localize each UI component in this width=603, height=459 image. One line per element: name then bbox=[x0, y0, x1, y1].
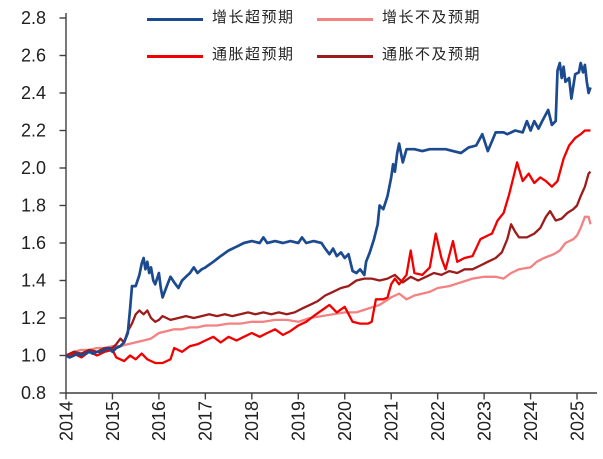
legend-line-icon bbox=[147, 55, 203, 58]
axis-lines bbox=[65, 13, 597, 394]
x-tick-label: 2025 bbox=[567, 401, 587, 441]
series-line-inflation-below-expectations bbox=[65, 170, 592, 357]
x-tick-label: 2018 bbox=[242, 401, 262, 441]
y-tick-label: 2.2 bbox=[21, 121, 46, 141]
legend-label: 通胀不及预期 bbox=[382, 47, 482, 63]
y-tick-label: 1.4 bbox=[21, 271, 46, 291]
legend-item-growth-below: 增长不及预期 bbox=[317, 11, 481, 28]
x-tick-label: 2016 bbox=[149, 401, 169, 441]
legend-label: 增长超预期 bbox=[212, 10, 295, 26]
legend-line-icon bbox=[147, 18, 203, 21]
x-tick-label: 2015 bbox=[103, 401, 123, 441]
legend-item-inflation-below: 通胀不及预期 bbox=[317, 48, 481, 65]
legend-label: 增长不及预期 bbox=[382, 10, 482, 26]
y-tick-label: 1.8 bbox=[21, 196, 46, 216]
y-tick-label: 0.8 bbox=[21, 383, 46, 403]
legend-line-icon bbox=[317, 18, 373, 21]
axes bbox=[65, 13, 597, 394]
legend-label: 通胀超预期 bbox=[212, 47, 295, 63]
y-tick-label: 2.6 bbox=[21, 46, 46, 66]
x-tick-label: 2022 bbox=[428, 401, 448, 441]
x-tick-label: 2021 bbox=[381, 401, 401, 441]
y-tick-label: 2.4 bbox=[21, 83, 46, 103]
y-axis: 0.8 1.0 1.2 1.4 1.6 1.8 2.0 2.2 2.4 2.6 2.8 bbox=[21, 8, 66, 403]
x-tick-label: 2024 bbox=[521, 401, 541, 441]
x-tick-label: 2020 bbox=[335, 401, 355, 441]
x-tick-label: 2014 bbox=[56, 401, 76, 441]
y-tick-label: 2.8 bbox=[21, 8, 46, 28]
x-tick-label: 2019 bbox=[289, 401, 309, 441]
x-tick-label: 2023 bbox=[474, 401, 494, 441]
series-lines bbox=[65, 61, 592, 365]
x-tick-label: 2017 bbox=[196, 401, 216, 441]
legend-item-inflation-above: 通胀超预期 bbox=[147, 48, 295, 65]
y-tick-label: 1.0 bbox=[21, 346, 46, 366]
y-tick-label: 1.6 bbox=[21, 233, 46, 253]
legend-item-growth-above: 增长超预期 bbox=[147, 11, 295, 28]
y-tick-label: 1.2 bbox=[21, 308, 46, 328]
series-line-growth-below-expectations bbox=[65, 215, 592, 357]
y-tick-label: 2.0 bbox=[21, 158, 46, 178]
x-axis: 2014 2015 2016 2017 2018 2019 2020 2021 2022 2023… bbox=[56, 393, 587, 441]
series-line-inflation-above-expectations bbox=[65, 129, 591, 365]
series-line-growth-above-expectations bbox=[65, 61, 592, 359]
legend-line-icon bbox=[317, 55, 373, 58]
